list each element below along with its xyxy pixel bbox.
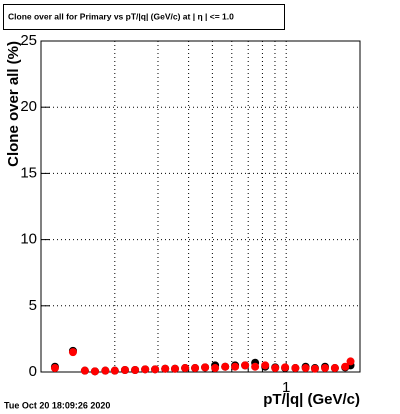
x-tick-label: 1 [282,379,290,396]
data-point [301,364,310,373]
footer-timestamp: Tue Oct 20 18:09:26 2020 [4,400,110,410]
data-point [346,357,355,366]
title-box [3,4,285,30]
data-point [151,365,160,374]
y-tick-label: 20 [20,98,37,115]
data-point [101,366,110,375]
data-point [211,364,220,373]
data-point [261,361,270,370]
data-point [281,363,290,372]
data-point [310,364,319,373]
data-point [80,366,89,375]
y-tick-label: 0 [29,363,37,380]
data-point [241,361,250,370]
y-tick-label: 10 [20,231,37,248]
data-point [110,366,119,375]
data-point [330,364,339,373]
data-point [321,364,330,373]
y-tick-label: 5 [29,297,37,314]
data-point [201,363,210,372]
data-point [251,362,260,371]
data-point [191,364,200,373]
y-tick-label: 25 [20,32,37,49]
x-axis-label: pT/|q| (GeV/c) [263,391,360,408]
data-point [231,362,240,371]
plot-frame [40,40,361,373]
data-point [291,364,300,373]
data-point [161,364,170,373]
data-point [68,348,77,357]
data-point [271,364,280,373]
data-point [221,362,230,371]
y-tick-label: 15 [20,164,37,181]
chart-title: Clone over all for Primary vs pT/|q| (Ge… [8,11,234,21]
data-point [141,365,150,374]
data-point [171,364,180,373]
y-axis-label: Clone over all (%) [5,41,22,167]
data-point [90,367,99,376]
data-point [120,366,129,375]
data-point [181,364,190,373]
data-point [341,362,350,371]
data-point [50,364,59,373]
data-point [131,366,140,375]
